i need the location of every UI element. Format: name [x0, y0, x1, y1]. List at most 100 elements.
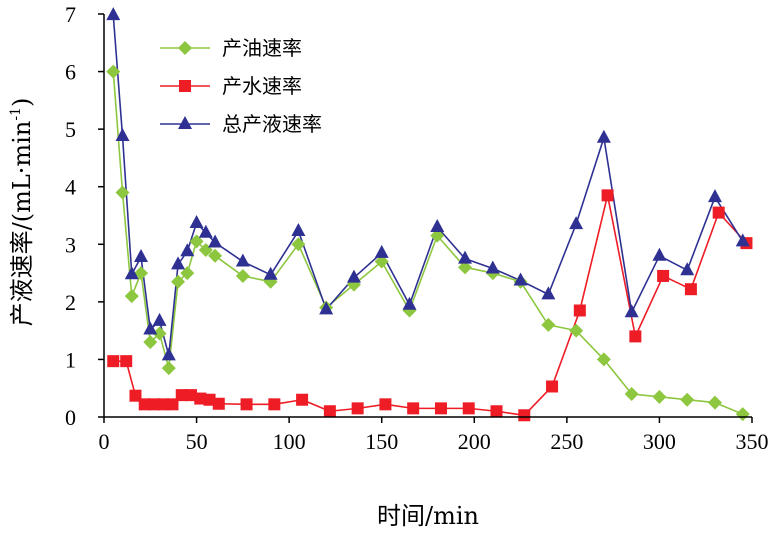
x-tick-label: 0 [99, 429, 110, 454]
series-3-point [485, 260, 500, 274]
series-1-point [624, 386, 639, 401]
x-tick-label: 50 [186, 429, 208, 454]
legend-marker-2 [179, 80, 191, 92]
series-1-point [374, 254, 389, 269]
series-2-point [629, 330, 642, 343]
series-2-point [175, 389, 188, 402]
series-1-point [541, 317, 556, 332]
series-3-point [596, 129, 611, 143]
series-2-point [657, 269, 670, 282]
series-3-point [624, 304, 639, 318]
series-3-point [198, 224, 213, 238]
series-1-point [115, 185, 130, 200]
legend-marker-1 [178, 41, 192, 55]
series-1-point [161, 361, 176, 376]
series-1-point [134, 266, 149, 281]
series-2-point [194, 392, 207, 405]
series-markers [106, 7, 753, 422]
x-tick-label: 150 [365, 429, 398, 454]
series-1-point [430, 228, 445, 243]
series-3-point [430, 219, 445, 233]
series-line-1 [112, 71, 744, 415]
series-2-point [323, 405, 336, 418]
series-3-point [458, 250, 473, 264]
series-3-point [291, 223, 306, 237]
series-1-point [106, 64, 121, 79]
series-1-point [458, 260, 473, 275]
legend-label-2: 产水速率 [222, 74, 302, 98]
legend-label-1: 产油速率 [222, 36, 302, 60]
series-2-point [351, 402, 364, 415]
x-tick-label: 300 [643, 429, 676, 454]
series-2-point [157, 398, 170, 411]
x-tick-label: 100 [273, 429, 306, 454]
series-1-point [735, 407, 750, 422]
series-3-point [189, 214, 204, 228]
series-2-point [546, 380, 559, 393]
series-3-point [680, 262, 695, 276]
x-tick-label: 200 [458, 429, 491, 454]
series-3-point [374, 244, 389, 258]
series-3-point [735, 233, 750, 247]
series-2-point [120, 355, 133, 368]
series-3-point [402, 296, 417, 310]
x-axis-title: 时间/min [377, 502, 479, 530]
series-3-point [569, 216, 584, 230]
series-2-point [268, 398, 281, 411]
y-axis-title-main: 产液速率/(mL·min [8, 121, 36, 327]
series-3-point [115, 128, 130, 142]
series-2-point [212, 397, 225, 410]
series-1-point [291, 237, 306, 252]
series-2-point [203, 393, 216, 406]
series-2-point [490, 405, 503, 418]
series-3-point [235, 253, 250, 267]
series-3-point [652, 247, 667, 261]
series-line-3 [112, 15, 744, 357]
series-3-point [106, 7, 121, 21]
y-tick-label: 4 [65, 175, 76, 200]
series-3-point [319, 301, 334, 315]
series-1-point [124, 289, 139, 304]
y-tick-label: 1 [65, 347, 76, 372]
y-tick-label: 5 [65, 117, 76, 142]
series-1-point [652, 389, 667, 404]
series-1-point [189, 234, 204, 249]
series-1-point [569, 323, 584, 338]
series-line-2 [113, 194, 748, 417]
series-2-point [379, 398, 392, 411]
series-3-point [707, 189, 722, 203]
series-3-point [263, 266, 278, 280]
legend-marker-3 [178, 116, 192, 129]
series-2-point [601, 189, 614, 202]
series-2-point [166, 398, 179, 411]
series-3-point [161, 347, 176, 361]
series-2-point [518, 409, 531, 422]
series-1-point [596, 352, 611, 367]
y-tick-label: 6 [65, 60, 76, 85]
series-2-point [185, 389, 198, 402]
y-tick-label: 0 [65, 405, 76, 430]
series-lines [112, 15, 748, 417]
series-3-point [134, 248, 149, 262]
series-2-point [296, 393, 309, 406]
axes [103, 14, 752, 418]
x-tick-label: 250 [550, 429, 583, 454]
series-3-point [171, 256, 186, 270]
series-1-point [235, 268, 250, 283]
series-2-point [407, 402, 420, 415]
series-3-point [143, 321, 158, 335]
y-axis-title-close: ) [8, 98, 36, 107]
series-2-point [684, 283, 697, 296]
series-2-point [462, 402, 475, 415]
y-axis-title-superscript: -1 [8, 107, 24, 121]
x-tick-label: 350 [736, 429, 769, 454]
series-2-point [434, 402, 447, 415]
series-3-point [541, 286, 556, 300]
series-1-point [152, 326, 167, 341]
series-1-point [143, 335, 158, 350]
series-1-point [180, 266, 195, 281]
series-2-point [712, 206, 725, 219]
series-3-point [152, 312, 167, 326]
y-tick-label: 2 [65, 290, 76, 315]
